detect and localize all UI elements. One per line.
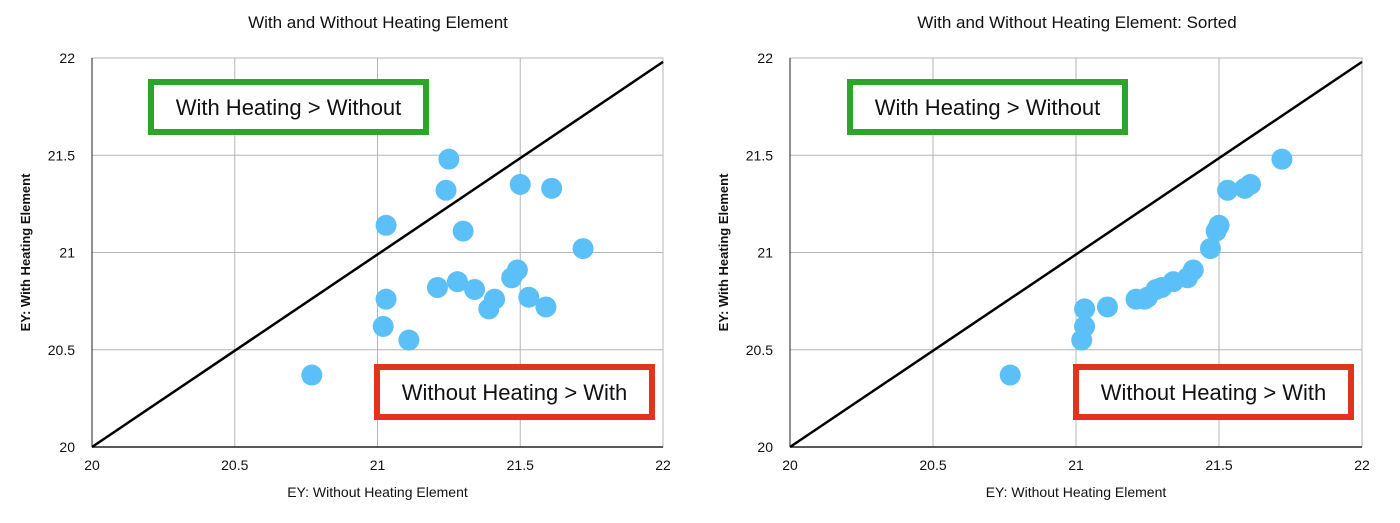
scatter-point [572, 238, 594, 260]
x-tick-label: 21 [1068, 457, 1084, 473]
y-axis-label: EY: With Heating Element [18, 173, 33, 331]
x-tick-label: 20.5 [221, 457, 248, 473]
scatter-point [1074, 298, 1096, 320]
y-tick-label: 20 [757, 439, 773, 455]
annotation-with-heating: With Heating > Without [148, 79, 429, 135]
x-tick-label: 20 [782, 457, 798, 473]
scatter-point [452, 220, 474, 242]
x-tick-label: 22 [1354, 457, 1370, 473]
scatter-point [506, 259, 528, 281]
scatter-point [375, 288, 397, 310]
scatter-point [1096, 296, 1118, 318]
scatter-point [375, 214, 397, 236]
scatter-point [509, 173, 531, 195]
annotation-box [148, 79, 429, 135]
scatter-point [446, 271, 468, 293]
scatter-point [1208, 214, 1230, 236]
scatter-point [301, 364, 323, 386]
annotation-box [847, 79, 1128, 135]
scatter-point [518, 286, 540, 308]
scatter-point [1271, 148, 1293, 170]
scatter-chart-2: 20 20.5 21 21.5 22 20 20.5 21 21.5 22 With Heating… [716, 13, 1370, 500]
x-tick-label: 21.5 [507, 457, 534, 473]
reference-line [91, 60, 664, 449]
x-axis-label: EY: Without Heating Element [986, 484, 1167, 500]
scatter-point [398, 329, 420, 351]
y-tick-label: 21.5 [48, 147, 75, 163]
scatter-point [464, 278, 486, 300]
y-tick-label: 20 [59, 439, 75, 455]
chart-title: With and Without Heating Element [248, 13, 508, 32]
x-tick-label: 20 [84, 457, 100, 473]
annotation-with-heating: With Heating > Without [847, 79, 1128, 135]
x-tick-label: 21 [370, 457, 386, 473]
annotation-text: With Heating > Without [875, 95, 1101, 120]
annotation-text: Without Heating > With [402, 380, 628, 405]
y-tick-label: 20.5 [48, 342, 75, 358]
scatter-point [1239, 173, 1261, 195]
y-tick-label: 21.5 [746, 147, 773, 163]
x-tick-label: 22 [655, 457, 671, 473]
scatter-point [999, 364, 1021, 386]
annotation-text: With Heating > Without [176, 95, 402, 120]
scatter-point [541, 177, 563, 199]
scatter-point [1217, 179, 1239, 201]
y-axis-label: EY: With Heating Element [716, 173, 731, 331]
y-tick-label: 20.5 [746, 342, 773, 358]
scatter-point [1074, 315, 1096, 337]
y-tick-label: 21 [757, 245, 773, 261]
scatter-point [484, 288, 506, 310]
scatter-point [1182, 259, 1204, 281]
reference-line [789, 60, 1363, 449]
x-tick-label: 20.5 [919, 457, 946, 473]
x-axis-label: EY: Without Heating Element [287, 484, 468, 500]
chart-title: With and Without Heating Element: Sorted [917, 13, 1236, 32]
annotation-text: Without Heating > With [1101, 380, 1327, 405]
annotation-box [374, 364, 655, 420]
scatter-point [426, 277, 448, 299]
scatter-point [438, 148, 460, 170]
scatter-point [435, 179, 457, 201]
scatter-point [1199, 238, 1221, 260]
annotation-without-heating: Without Heating > With [1073, 364, 1354, 420]
annotation-without-heating: Without Heating > With [374, 364, 655, 420]
scatter-point [535, 296, 557, 318]
annotation-box [1073, 364, 1354, 420]
y-tick-label: 22 [59, 50, 75, 66]
y-tick-label: 22 [757, 50, 773, 66]
x-tick-label: 21.5 [1205, 457, 1232, 473]
scatter-chart-1: 20 20.5 21 21.5 22 20 20.5 21 21.5 22 With Heating… [18, 13, 671, 500]
scatter-point [372, 315, 394, 337]
y-tick-label: 21 [59, 245, 75, 261]
